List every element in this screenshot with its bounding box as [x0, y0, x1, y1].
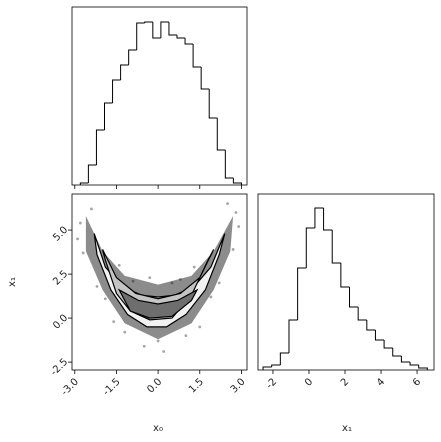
histogram-step: [349, 287, 359, 308]
scatter-point: [112, 320, 116, 323]
histogram-step: [128, 49, 137, 65]
histogram-step: [323, 208, 333, 231]
scatter-point: [231, 248, 235, 251]
scatter-point: [123, 330, 127, 334]
histogram-step: [216, 118, 226, 151]
plot-frame: [257, 193, 435, 371]
histogram-step: [297, 267, 307, 320]
histogram-step: [418, 365, 428, 370]
scatter-point: [131, 279, 135, 283]
histogram-step: [176, 35, 186, 39]
plot-frame: [71, 193, 248, 371]
histogram-step: [271, 364, 281, 367]
histogram-step: [200, 67, 210, 90]
scatter-point: [78, 221, 82, 225]
scatter-point: [209, 295, 213, 299]
histogram-step: [374, 330, 385, 341]
x-axis-label: x₁: [342, 423, 352, 434]
scatter-point: [217, 281, 221, 285]
histogram-step: [136, 22, 145, 50]
scatter-point: [90, 207, 93, 211]
scatter-point: [192, 265, 196, 269]
histogram-step: [288, 319, 298, 353]
scatter-point: [95, 285, 99, 288]
histogram-step: [184, 38, 194, 45]
histogram-step: [144, 21, 153, 23]
scatter-point: [76, 237, 79, 241]
scatter-point: [156, 339, 160, 343]
histogram-step: [95, 129, 105, 165]
histogram-step: [305, 227, 315, 268]
histogram-step: [366, 320, 376, 331]
histogram-step: [87, 164, 97, 183]
scatter-point: [117, 263, 121, 267]
histogram-step: [104, 102, 113, 130]
contour: [117, 288, 199, 319]
histogram-step: [331, 230, 341, 264]
histogram-step: [79, 182, 89, 185]
histogram-step: [383, 340, 393, 349]
histogram-step: [160, 21, 169, 38]
histogram-step: [152, 22, 161, 39]
scatter-point: [198, 325, 202, 329]
histogram-step: [262, 366, 272, 370]
histogram-step: [314, 207, 324, 228]
histogram-step: [400, 356, 411, 363]
histogram-step: [392, 348, 402, 357]
scatter-point: [148, 276, 152, 279]
x-axis-label: x₀: [153, 423, 163, 434]
histogram-step: [232, 178, 242, 185]
scatter-point: [184, 334, 188, 338]
histogram-step: [168, 22, 177, 36]
histogram-step: [208, 89, 218, 119]
histogram-step: [224, 150, 234, 179]
y-axis-label: x₁: [7, 277, 18, 287]
histogram-step: [279, 352, 289, 365]
plot-frame: [71, 6, 248, 186]
scatter-point: [142, 344, 146, 348]
scatter-point: [234, 211, 238, 214]
histogram-step: [192, 44, 202, 68]
scatter-point: [170, 281, 174, 285]
scatter-point: [162, 350, 166, 353]
scatter-point: [178, 277, 182, 281]
scatter-point: [226, 202, 229, 206]
histogram-step: [357, 307, 367, 321]
scatter-point: [237, 225, 241, 228]
histogram-step: [340, 263, 350, 288]
scatter-point: [81, 251, 85, 255]
histogram-step: [112, 79, 121, 103]
histogram-step: [120, 64, 129, 80]
scatter-point: [103, 297, 107, 301]
histogram-step: [409, 362, 419, 366]
